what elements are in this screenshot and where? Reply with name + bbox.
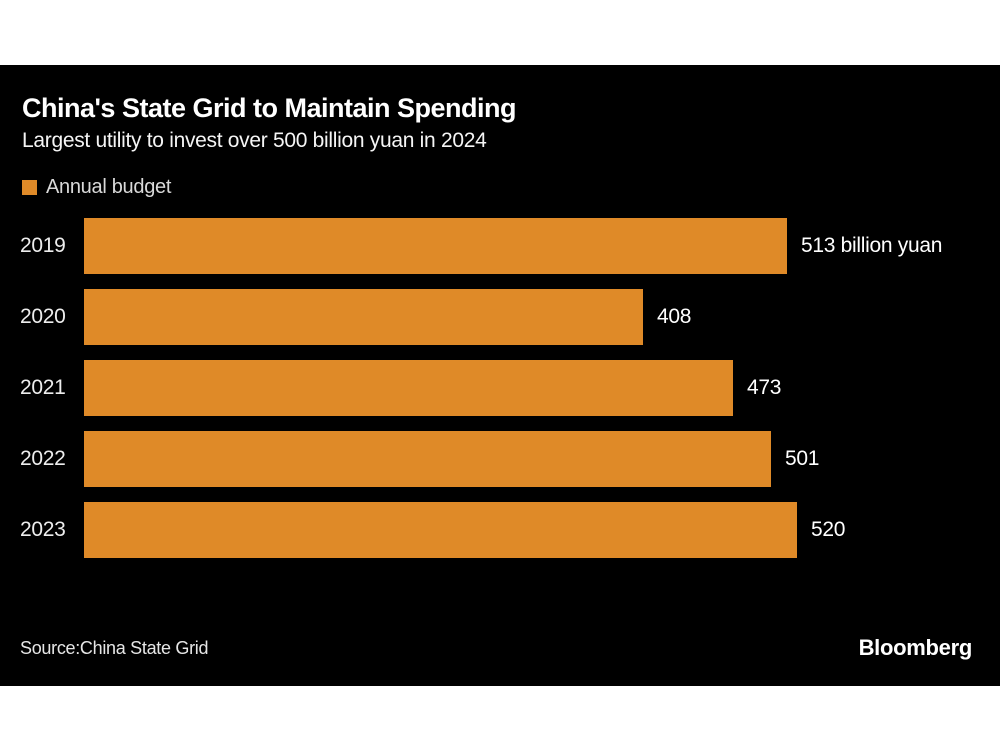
- chart-row: 2023 520: [20, 502, 1000, 558]
- chart-subtitle: Largest utility to invest over 500 billi…: [22, 129, 487, 152]
- bloomberg-logo: Bloomberg: [858, 635, 973, 660]
- legend-label: Annual budget: [46, 175, 172, 198]
- chart-panel: China's State Grid to Maintain Spending …: [0, 65, 1000, 686]
- value-label: 408: [657, 305, 692, 328]
- bar-2022: [84, 431, 771, 487]
- legend: Annual budget: [22, 175, 172, 198]
- value-label: 501: [785, 447, 820, 470]
- bar-chart: 2019 513 billion yuan 2020 408 2021 473 2022 50…: [0, 65, 1000, 686]
- value-label: 520: [811, 518, 846, 541]
- chart-title: China's State Grid to Maintain Spending: [22, 93, 516, 123]
- chart-row: 2022 501: [20, 431, 1000, 487]
- year-label: 2022: [20, 447, 66, 470]
- bar-2020: [84, 289, 643, 345]
- chart-row: 2021 473: [20, 360, 1000, 416]
- bar-2023: [84, 502, 797, 558]
- year-label: 2019: [20, 234, 66, 257]
- year-label: 2021: [20, 376, 66, 399]
- bar-2019: [84, 218, 787, 274]
- year-label: 2023: [20, 518, 66, 541]
- value-label: 473: [747, 376, 782, 399]
- chart-row: 2020 408: [20, 289, 1000, 345]
- chart-row: 2019 513 billion yuan: [20, 218, 1000, 274]
- legend-swatch-icon: [22, 179, 37, 195]
- value-label: 513 billion yuan: [801, 234, 943, 257]
- bar-2021: [84, 360, 733, 416]
- source-text: Source:China State Grid: [20, 638, 209, 658]
- year-label: 2020: [20, 305, 66, 328]
